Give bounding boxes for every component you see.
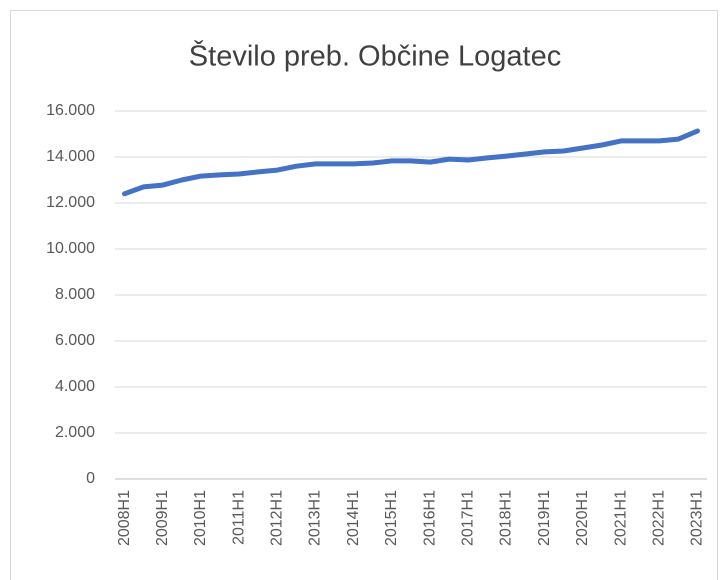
y-tick-label: 16.000 xyxy=(46,102,95,119)
x-tick-label: 2014H1 xyxy=(345,490,362,546)
x-tick-label: 2018H1 xyxy=(498,490,515,546)
data-line xyxy=(122,128,700,197)
x-tick-label: 2012H1 xyxy=(269,490,286,546)
y-tick-label: 10.000 xyxy=(46,240,95,257)
x-tick-label: 2017H1 xyxy=(460,490,477,546)
y-tick-label: 0 xyxy=(86,470,95,487)
x-tick-label: 2009H1 xyxy=(154,490,171,546)
y-tick-label: 2.000 xyxy=(55,424,95,441)
y-tick-label: 8.000 xyxy=(55,286,95,303)
chart-title: Število preb. Občine Logatec xyxy=(189,39,561,73)
x-tick-label: 2013H1 xyxy=(307,490,324,546)
x-tick-label: 2021H1 xyxy=(612,490,629,546)
x-tick-label: 2008H1 xyxy=(116,490,133,546)
y-tick-label: 6.000 xyxy=(55,332,95,349)
y-tick-label: 12.000 xyxy=(46,194,95,211)
x-tick-label: 2011H1 xyxy=(230,490,247,545)
x-tick-label: 2015H1 xyxy=(383,490,400,546)
y-tick-label: 4.000 xyxy=(55,378,95,395)
x-tick-label: 2010H1 xyxy=(192,490,209,546)
x-tick-label: 2022H1 xyxy=(650,490,667,546)
x-tick-label: 2020H1 xyxy=(574,490,591,546)
x-tick-label: 2023H1 xyxy=(689,490,706,546)
y-tick-label: 14.000 xyxy=(46,148,95,165)
x-tick-label: 2016H1 xyxy=(421,490,438,546)
x-tick-label: 2019H1 xyxy=(536,490,553,546)
